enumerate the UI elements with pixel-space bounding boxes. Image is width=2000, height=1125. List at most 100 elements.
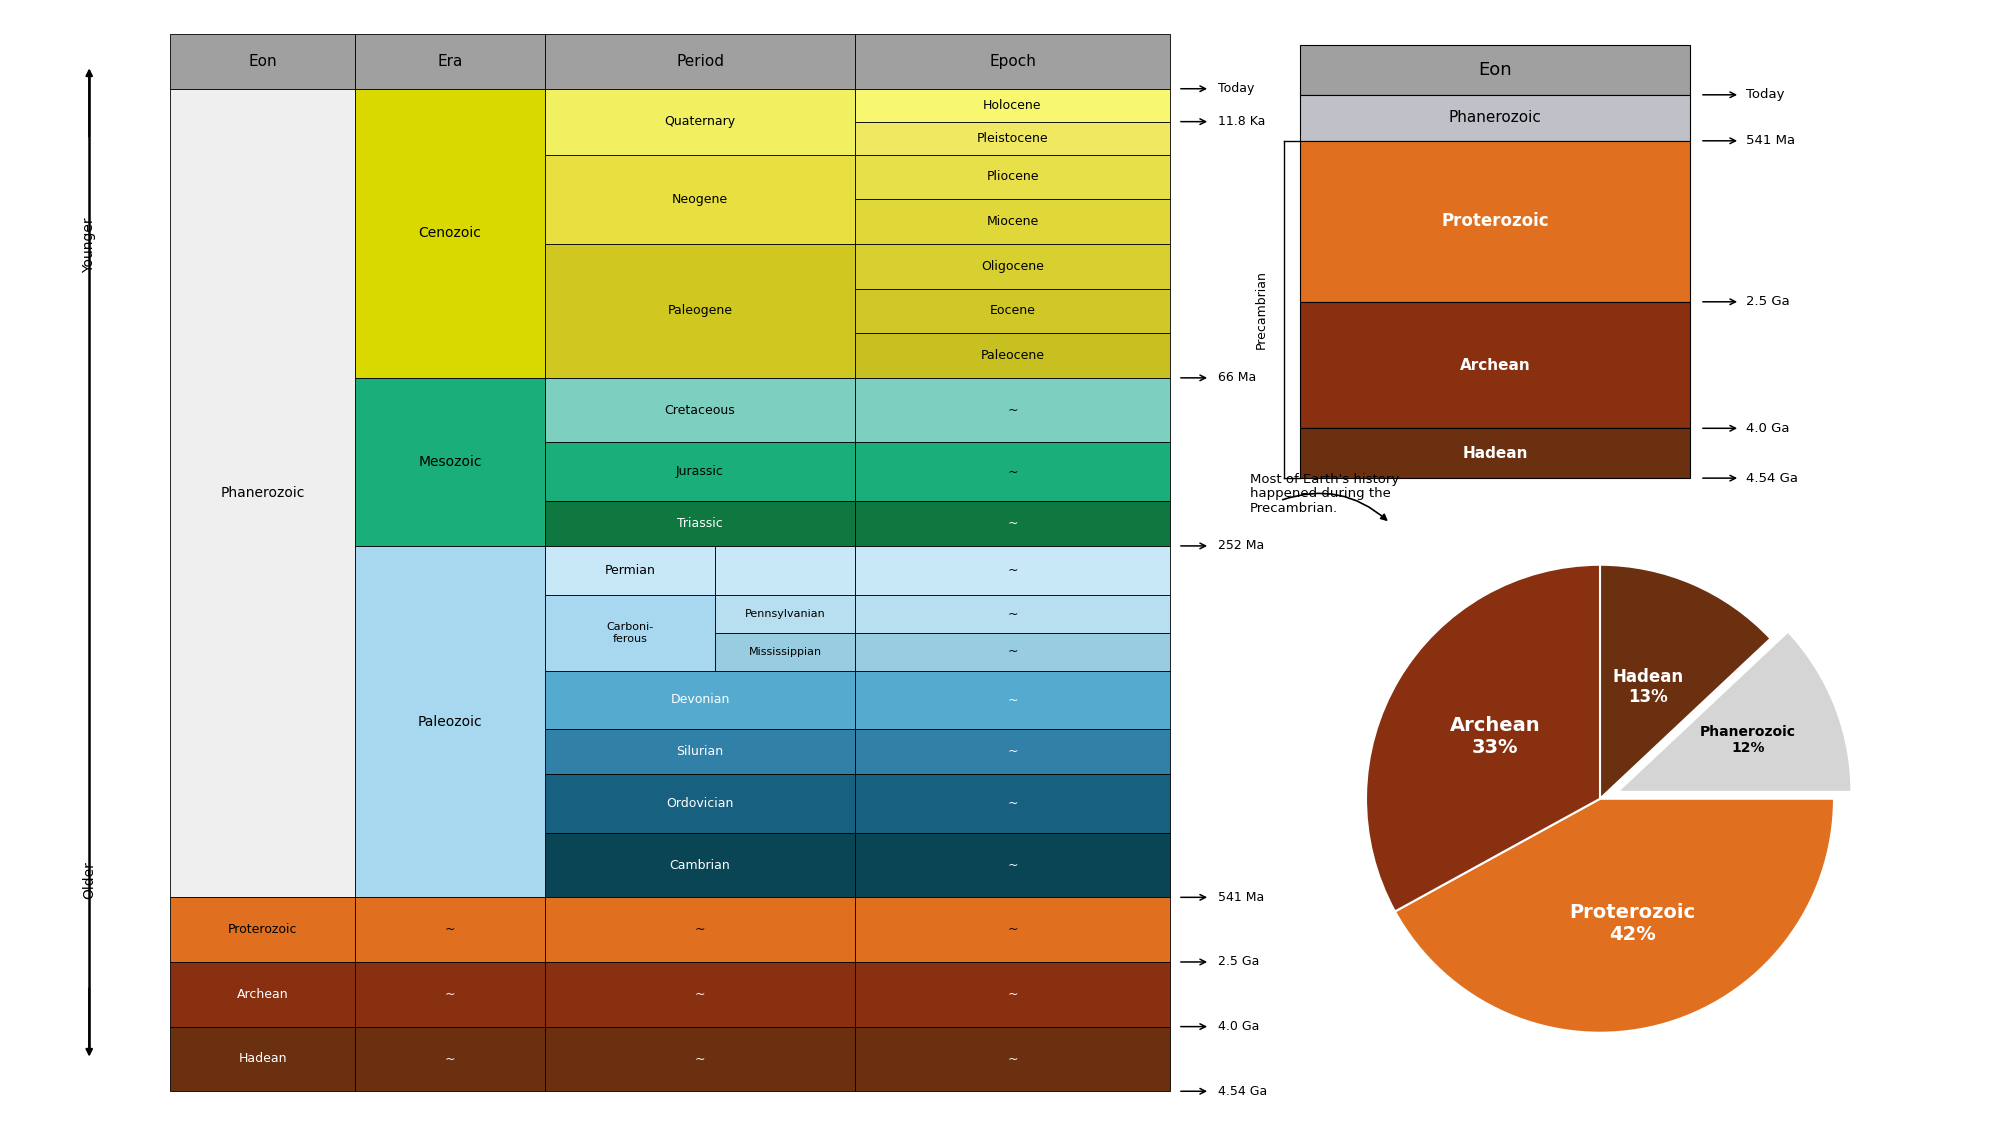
Text: ~: ~ <box>444 1052 456 1065</box>
Bar <box>544 244 856 378</box>
Text: Pennsylvanian: Pennsylvanian <box>744 609 826 619</box>
Text: ~: ~ <box>1008 564 1018 577</box>
Text: 11.8 Ka: 11.8 Ka <box>1218 115 1266 128</box>
Text: 4.0 Ga: 4.0 Ga <box>1218 1020 1260 1033</box>
Text: ~: ~ <box>694 988 706 1001</box>
Bar <box>856 774 1170 832</box>
Bar <box>356 34 544 89</box>
Text: Proterozoic: Proterozoic <box>228 924 298 936</box>
Bar <box>856 670 1170 729</box>
Text: Permian: Permian <box>604 564 656 577</box>
Bar <box>856 122 1170 154</box>
Text: Paleozoic: Paleozoic <box>418 714 482 729</box>
Text: Quaternary: Quaternary <box>664 115 736 128</box>
Bar <box>544 670 856 729</box>
Text: Holocene: Holocene <box>984 99 1042 111</box>
Text: Era: Era <box>438 54 462 69</box>
Text: Ordovician: Ordovician <box>666 796 734 810</box>
Bar <box>1300 141 1690 302</box>
Bar <box>170 898 356 962</box>
Bar <box>544 595 716 670</box>
Bar <box>856 729 1170 774</box>
Text: Archean: Archean <box>1460 358 1530 372</box>
Bar <box>856 832 1170 898</box>
Bar <box>856 333 1170 378</box>
Text: ~: ~ <box>1008 745 1018 758</box>
Text: Epoch: Epoch <box>990 54 1036 69</box>
Bar <box>856 288 1170 333</box>
Text: 4.54 Ga: 4.54 Ga <box>1746 471 1798 485</box>
Text: ~: ~ <box>1008 693 1018 706</box>
Text: ~: ~ <box>1008 466 1018 478</box>
Text: Hadean
13%: Hadean 13% <box>1612 667 1684 706</box>
Text: ~: ~ <box>694 1052 706 1065</box>
Bar <box>544 1027 856 1091</box>
Bar <box>1300 429 1690 478</box>
Bar <box>170 962 356 1027</box>
Bar <box>170 1027 356 1091</box>
Text: Phanerozoic: Phanerozoic <box>1448 110 1542 125</box>
Text: Pliocene: Pliocene <box>986 170 1038 183</box>
Text: Mesozoic: Mesozoic <box>418 455 482 469</box>
Bar <box>856 378 1170 442</box>
Text: Eon: Eon <box>1478 61 1512 79</box>
Bar <box>544 962 856 1027</box>
Bar <box>856 595 1170 633</box>
Bar <box>856 442 1170 502</box>
Text: Triassic: Triassic <box>678 518 722 530</box>
Text: 541 Ma: 541 Ma <box>1746 134 1796 147</box>
Text: Precambrian: Precambrian <box>1254 270 1268 349</box>
Bar <box>170 34 356 89</box>
Text: Today: Today <box>1218 82 1254 96</box>
Text: Jurassic: Jurassic <box>676 466 724 478</box>
Text: Proterozoic: Proterozoic <box>1442 213 1548 231</box>
Text: Oligocene: Oligocene <box>982 260 1044 272</box>
Bar <box>716 595 856 633</box>
Wedge shape <box>1618 631 1852 792</box>
Bar <box>856 1027 1170 1091</box>
Text: ~: ~ <box>1008 796 1018 810</box>
Text: Paleogene: Paleogene <box>668 305 732 317</box>
Text: Paleocene: Paleocene <box>980 349 1044 362</box>
Bar <box>544 832 856 898</box>
Bar <box>856 633 1170 670</box>
Bar <box>544 34 856 89</box>
Text: 4.54 Ga: 4.54 Ga <box>1218 1084 1268 1098</box>
Bar <box>544 154 856 244</box>
Bar <box>544 502 856 546</box>
Bar <box>170 89 356 898</box>
Bar <box>544 774 856 832</box>
Text: ~: ~ <box>1008 924 1018 936</box>
Bar <box>856 898 1170 962</box>
Wedge shape <box>1600 565 1770 799</box>
Text: Devonian: Devonian <box>670 693 730 706</box>
Text: Hadean: Hadean <box>238 1052 286 1065</box>
Text: Today: Today <box>1746 88 1784 101</box>
Text: 252 Ma: 252 Ma <box>1218 539 1264 552</box>
Text: Phanerozoic: Phanerozoic <box>220 486 304 500</box>
Bar <box>356 962 544 1027</box>
Wedge shape <box>1394 799 1834 1033</box>
Text: Cretaceous: Cretaceous <box>664 404 736 416</box>
Text: ~: ~ <box>1008 988 1018 1001</box>
Bar <box>544 378 856 442</box>
Bar <box>356 898 544 962</box>
Bar <box>1300 45 1690 94</box>
Text: 2.5 Ga: 2.5 Ga <box>1746 295 1790 308</box>
Bar <box>856 546 1170 595</box>
Bar <box>544 546 716 595</box>
Text: Older: Older <box>82 861 96 899</box>
Text: ~: ~ <box>1008 608 1018 621</box>
Bar <box>544 442 856 502</box>
Bar <box>356 378 544 546</box>
Text: Phanerozoic
12%: Phanerozoic 12% <box>1700 726 1796 755</box>
Bar <box>716 633 856 670</box>
Bar <box>356 89 544 378</box>
Text: Eon: Eon <box>248 54 276 69</box>
Bar <box>544 89 856 154</box>
Text: Period: Period <box>676 54 724 69</box>
Bar <box>356 1027 544 1091</box>
Text: 541 Ma: 541 Ma <box>1218 891 1264 903</box>
Bar <box>856 34 1170 89</box>
Text: 4.0 Ga: 4.0 Ga <box>1746 422 1790 434</box>
